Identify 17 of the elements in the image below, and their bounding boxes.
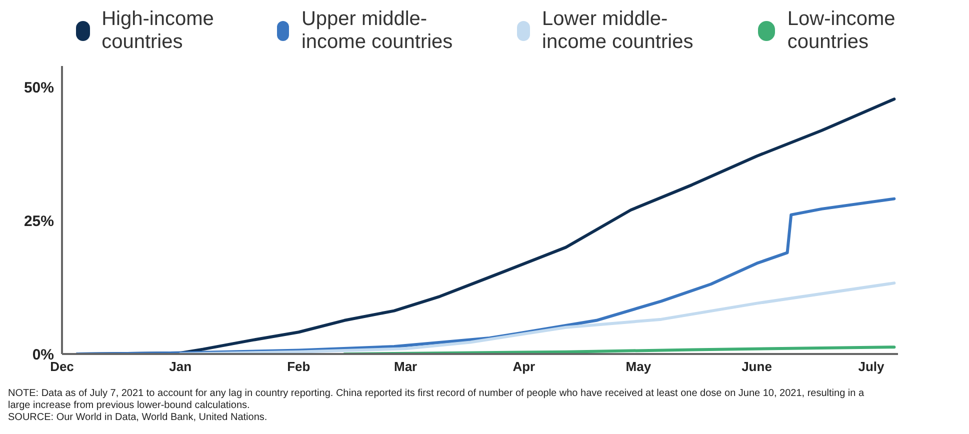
y-tick-label: 25%: [24, 212, 54, 230]
legend-label: Lower middle-income countries: [542, 8, 694, 54]
line-series: [178, 282, 896, 354]
source-note: SOURCE: Our World in Data, World Bank, United Nations.: [8, 412, 268, 424]
text: NOTE: Data as of July 7, 2021 to account for any lag in country reporting. China reported its first record of number of people who have received at least one dose on June 10, 2021, resulting in a large increase from previous lower-bound calculations.: [8, 388, 866, 412]
legend-label: Upper middle-income countries: [301, 8, 454, 54]
x-tick-label: July: [858, 359, 886, 374]
x-tick-label: May: [626, 359, 652, 374]
x-tick-label: Mar: [394, 359, 418, 374]
x-tick-label: Apr: [512, 359, 536, 374]
x-tick-label: Jan: [169, 359, 192, 374]
legend-label: Low-income countries: [787, 8, 896, 54]
x-tick-label: Feb: [287, 359, 310, 374]
line-series: [342, 346, 896, 354]
y-tick-label: 50%: [24, 80, 54, 97]
x-tick-label: June: [742, 359, 772, 374]
legend-label: High-income countries: [102, 8, 215, 54]
